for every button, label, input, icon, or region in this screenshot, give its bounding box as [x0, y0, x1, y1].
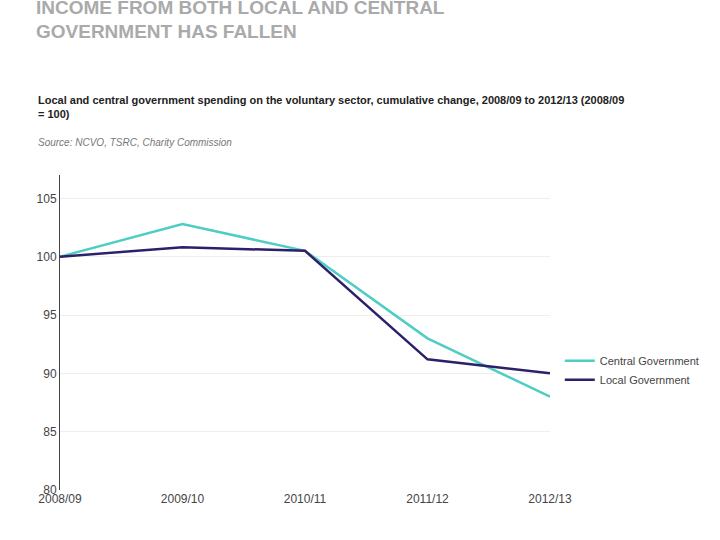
svg-text:Central Government: Central Government [600, 355, 699, 367]
svg-text:105: 105 [37, 192, 57, 206]
svg-text:100: 100 [37, 250, 57, 264]
svg-text:95: 95 [43, 308, 57, 322]
svg-text:85: 85 [43, 425, 57, 439]
svg-text:2012/13: 2012/13 [528, 492, 572, 506]
svg-text:Local Government: Local Government [600, 374, 690, 386]
svg-text:80: 80 [43, 483, 57, 497]
svg-text:Local and central government s: Local and central government spending on… [38, 94, 624, 120]
svg-text:2008/09: 2008/09 [38, 492, 82, 506]
svg-text:INCOME FROM BOTH LOCAL AND CEN: INCOME FROM BOTH LOCAL AND CENTRALGOVERN… [36, 0, 445, 42]
svg-text:90: 90 [43, 367, 57, 381]
svg-text:2009/10: 2009/10 [161, 492, 205, 506]
svg-text:Source: NCVO, TSRC, Charity Co: Source: NCVO, TSRC, Charity Commission [38, 137, 232, 148]
svg-text:2011/12: 2011/12 [406, 492, 449, 506]
svg-text:2010/11: 2010/11 [284, 492, 327, 506]
